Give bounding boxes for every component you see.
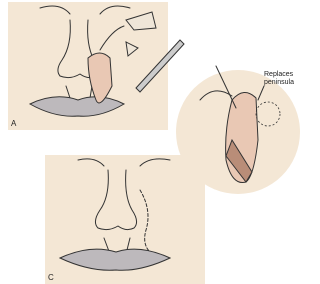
nose: [94, 169, 138, 231]
flap: [87, 52, 113, 104]
panel-b: Replaces peninsula B: [176, 65, 300, 194]
suture-line: [139, 189, 151, 253]
leader-line: [257, 85, 265, 101]
excised-tissue: [125, 11, 157, 31]
annotation: Replaces: [264, 71, 294, 78]
scalpel: [135, 39, 185, 93]
eyebrow-lines: [77, 158, 171, 167]
arrow: [99, 25, 125, 51]
lips: [58, 248, 172, 271]
annotation: peninsula: [264, 79, 294, 86]
raw-surface: [225, 138, 253, 183]
panel-label: C: [48, 273, 54, 282]
panel-c: C: [45, 155, 205, 284]
instrument: [215, 65, 237, 109]
eyebrow-lines: [39, 5, 131, 15]
excised-tissue: [125, 41, 139, 57]
illustration: A Replaces peninsula B C: [8, 2, 300, 284]
panel-label: A: [11, 119, 17, 128]
panel-a: A: [8, 2, 185, 130]
peninsula-outline: [255, 101, 281, 127]
